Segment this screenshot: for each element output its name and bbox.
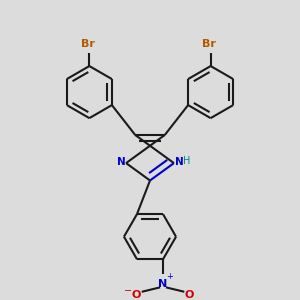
Text: H: H bbox=[183, 156, 190, 166]
Text: N: N bbox=[158, 279, 168, 290]
Text: O: O bbox=[185, 290, 194, 300]
Text: +: + bbox=[166, 272, 173, 280]
Text: −: − bbox=[124, 286, 132, 296]
Text: N: N bbox=[175, 157, 184, 166]
Text: O: O bbox=[132, 290, 141, 300]
Text: N: N bbox=[117, 157, 126, 166]
Text: Br: Br bbox=[81, 39, 95, 49]
Text: Br: Br bbox=[202, 39, 216, 49]
